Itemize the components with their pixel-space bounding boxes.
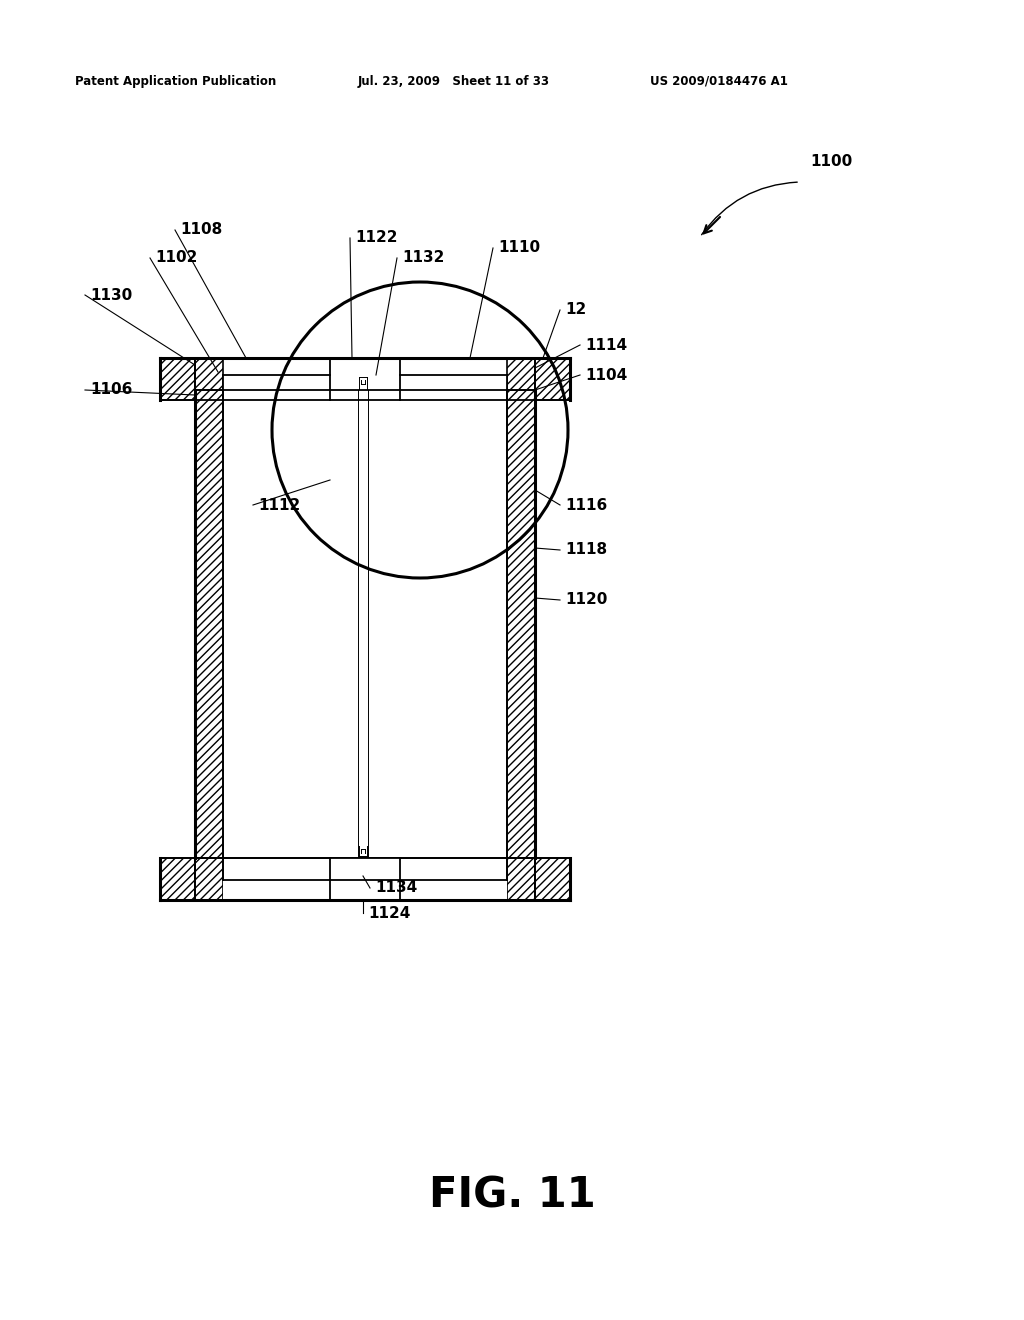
Text: 1112: 1112 (258, 498, 300, 512)
Text: 1120: 1120 (565, 593, 607, 607)
Text: 1134: 1134 (375, 880, 417, 895)
Bar (400, 880, 507, 900)
Text: 1114: 1114 (585, 338, 627, 352)
Text: 1118: 1118 (565, 543, 607, 557)
Bar (400, 375, 507, 400)
Bar (535, 358, 570, 400)
Bar (330, 858, 400, 900)
Text: FIG. 11: FIG. 11 (429, 1175, 595, 1217)
Bar (195, 858, 223, 900)
Bar (507, 858, 535, 900)
Bar (507, 358, 535, 400)
Bar (223, 375, 330, 400)
Text: 1102: 1102 (155, 251, 198, 265)
Text: 1100: 1100 (810, 154, 852, 169)
Text: 1132: 1132 (402, 251, 444, 265)
Bar (507, 389, 535, 858)
Bar (195, 358, 223, 400)
Bar (195, 389, 223, 858)
Bar (160, 858, 195, 900)
Text: 1124: 1124 (368, 906, 411, 920)
Text: 12: 12 (565, 302, 587, 318)
Text: Jul. 23, 2009   Sheet 11 of 33: Jul. 23, 2009 Sheet 11 of 33 (358, 75, 550, 88)
Text: US 2009/0184476 A1: US 2009/0184476 A1 (650, 75, 787, 88)
Bar (535, 858, 570, 900)
Text: 1106: 1106 (90, 383, 132, 397)
Text: 1108: 1108 (180, 223, 222, 238)
Bar (160, 358, 195, 400)
Text: 1130: 1130 (90, 288, 132, 302)
Text: 1122: 1122 (355, 231, 397, 246)
Bar (330, 358, 400, 400)
Text: 1116: 1116 (565, 498, 607, 512)
Text: Patent Application Publication: Patent Application Publication (75, 75, 276, 88)
Bar (223, 880, 330, 900)
Text: 1110: 1110 (498, 240, 540, 256)
Text: 1104: 1104 (585, 367, 628, 383)
